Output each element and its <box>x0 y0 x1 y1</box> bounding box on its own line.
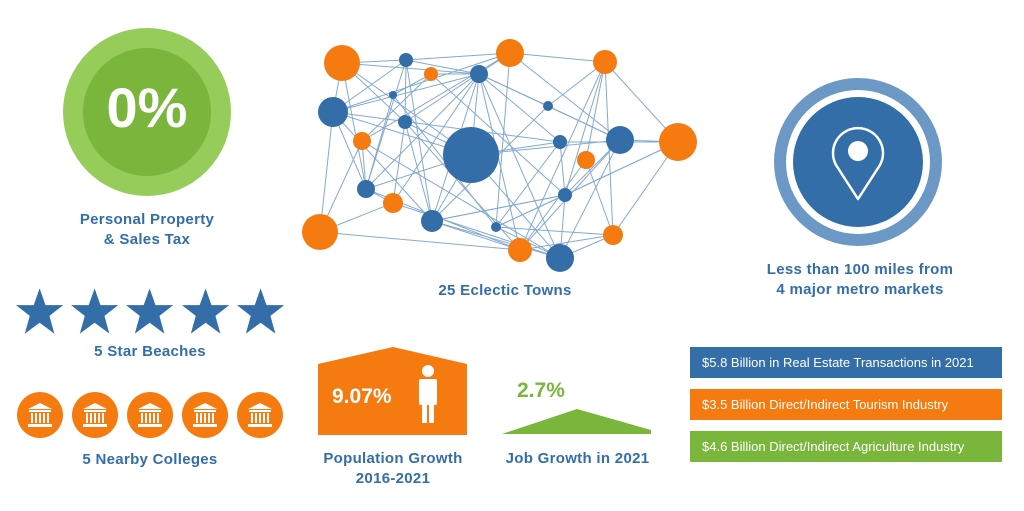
stat-bar-tourism: $3.5 Billion Direct/Indirect Tourism Ind… <box>690 389 1002 420</box>
tax-value: 0% <box>106 76 188 139</box>
towns-network-graph <box>300 30 710 280</box>
network-icon <box>302 39 697 272</box>
job-growth-value: 2.7% <box>517 379 565 402</box>
tax-section: 0% <box>62 27 232 197</box>
college-icons <box>17 392 287 438</box>
star-icon <box>181 288 229 334</box>
triangle-icon <box>502 409 651 434</box>
tax-label: Personal Property & Sales Tax <box>79 211 215 248</box>
location-section <box>773 77 943 247</box>
stat-bar-agriculture: $4.6 Billion Direct/Indirect Agriculture… <box>690 431 1002 462</box>
job-growth-shape <box>502 409 652 435</box>
star-icon <box>71 288 119 334</box>
job-growth-label: Job Growth in 2021 <box>505 450 650 467</box>
beaches-label: 5 Star Beaches <box>94 343 206 360</box>
house-shape-icon <box>318 347 467 435</box>
star-icon <box>236 288 285 334</box>
towns-label: 25 Eclectic Towns <box>438 282 572 299</box>
star-icon <box>126 288 174 334</box>
college-building-icon <box>17 392 63 438</box>
star-icon <box>15 288 64 334</box>
population-label: Population Growth 2016-2021 <box>323 450 463 487</box>
college-building-icon <box>72 392 118 438</box>
star-rating <box>15 287 285 337</box>
map-pin-icon <box>774 78 942 246</box>
tax-circle-icon <box>63 28 231 196</box>
stat-bar-real-estate: $5.8 Billion in Real Estate Transactions… <box>690 347 1002 378</box>
college-building-icon <box>237 392 283 438</box>
person-icon <box>419 365 437 423</box>
population-value: 9.07% <box>332 385 392 408</box>
population-section: 9.07% <box>318 346 468 436</box>
college-building-icon <box>182 392 228 438</box>
location-label: Less than 100 miles from 4 major metro m… <box>766 261 954 298</box>
colleges-label: 5 Nearby Colleges <box>82 451 218 468</box>
college-building-icon <box>127 392 173 438</box>
